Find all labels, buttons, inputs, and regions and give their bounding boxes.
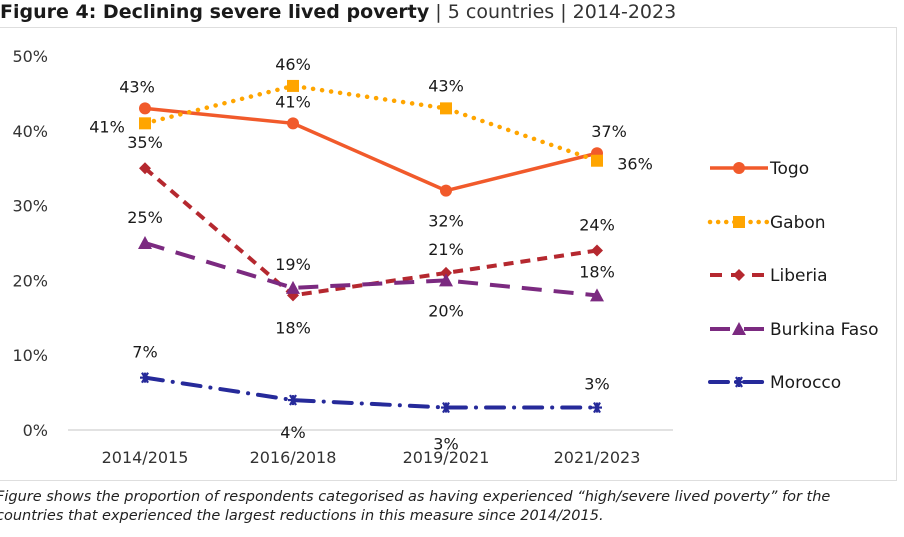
- series-line-gabon: [142, 83, 600, 163]
- figure-title-bold: Figure 4: Declining severe lived poverty: [0, 1, 430, 23]
- x-axis: 2014/2015 2016/2018 2019/2021 2021/2023: [102, 448, 641, 467]
- data-label-gabon: 41%: [89, 117, 125, 136]
- data-point-burkina-faso: [439, 273, 453, 287]
- y-axis: 0% 10% 20% 30% 40% 50%: [12, 47, 673, 440]
- x-tick-label: 2019/2021: [403, 448, 490, 467]
- data-point-gabon: [591, 154, 603, 167]
- data-point-gabon: [139, 117, 151, 130]
- legend-item-burkina-faso: Burkina Faso: [710, 320, 878, 340]
- x-tick-label: 2014/2015: [102, 448, 189, 467]
- data-point-morocco: [592, 401, 602, 414]
- y-tick-label: 40%: [12, 122, 48, 141]
- data-label-morocco: 4%: [280, 423, 305, 442]
- figure-caption: Figure shows the proportion of responden…: [0, 489, 831, 524]
- legend-marker-liberia: [733, 269, 745, 281]
- series-line-burkina-faso: [144, 241, 598, 298]
- y-tick-label: 50%: [12, 47, 48, 66]
- data-point-togo: [139, 102, 151, 115]
- data-label-burkina-faso: 20%: [428, 301, 464, 320]
- data-label-togo: 32%: [428, 212, 464, 231]
- line-chart: 0% 10% 20% 30% 40% 50% 2014/2015 2016/2018 2019…: [12, 47, 878, 467]
- data-point-gabon: [287, 79, 299, 92]
- data-point-liberia: [440, 266, 452, 279]
- data-label-gabon: 36%: [617, 155, 653, 174]
- data-point-morocco: [441, 401, 451, 414]
- legend-label-gabon: Gabon: [770, 213, 826, 233]
- legend-item-morocco: Morocco: [708, 373, 841, 393]
- data-labels: 43% 41% 32% 37% 41% 46% 43% 36% 35% 18% 21% 24% 25% 1…: [89, 55, 653, 454]
- data-label-burkina-faso: 19%: [275, 255, 311, 274]
- data-label-liberia: 35%: [127, 133, 163, 152]
- series-line-togo: [143, 106, 599, 193]
- data-point-morocco: [288, 394, 298, 406]
- x-tick-label: 2016/2018: [250, 448, 337, 467]
- data-point-liberia: [591, 244, 603, 257]
- legend-marker-morocco: [734, 376, 744, 388]
- legend-item-gabon: Gabon: [707, 213, 826, 233]
- data-label-gabon: 46%: [275, 55, 311, 74]
- series-group: [138, 79, 604, 414]
- y-tick-label: 0%: [23, 421, 48, 440]
- data-label-morocco: 3%: [433, 435, 458, 454]
- data-label-liberia: 18%: [275, 318, 311, 337]
- series-line-liberia: [143, 166, 598, 298]
- data-label-togo: 43%: [119, 77, 155, 96]
- data-label-liberia: 24%: [579, 215, 615, 234]
- y-tick-label: 20%: [12, 271, 48, 290]
- legend-marker-togo: [733, 162, 745, 174]
- data-label-togo: 41%: [275, 92, 311, 111]
- y-tick-label: 30%: [12, 197, 48, 216]
- data-point-togo: [287, 117, 299, 130]
- data-point-burkina-faso: [590, 288, 604, 302]
- legend-marker-gabon: [733, 216, 745, 228]
- data-point-togo: [440, 184, 452, 197]
- data-label-morocco: 7%: [132, 343, 157, 362]
- data-point-gabon: [440, 102, 452, 115]
- data-point-liberia: [139, 162, 151, 175]
- data-point-burkina-faso: [138, 236, 152, 249]
- data-point-burkina-faso: [286, 280, 300, 294]
- data-point-morocco: [140, 372, 150, 384]
- legend-marker-burkina-faso: [732, 322, 746, 335]
- data-label-burkina-faso: 18%: [579, 262, 615, 281]
- legend-label-togo: Togo: [769, 159, 809, 179]
- chart-frame: [0, 27, 897, 481]
- data-label-morocco: 3%: [584, 375, 609, 394]
- legend-label-burkina-faso: Burkina Faso: [770, 320, 878, 340]
- data-label-gabon: 43%: [428, 76, 464, 95]
- legend: Togo Gabon Liberia Burkina Faso Morocco: [707, 159, 878, 393]
- legend-item-liberia: Liberia: [710, 266, 828, 286]
- data-label-liberia: 21%: [428, 240, 464, 259]
- y-tick-label: 10%: [12, 346, 48, 365]
- legend-label-liberia: Liberia: [770, 266, 828, 286]
- figure-title-subtitle: | 5 countries | 2014-2023: [429, 1, 677, 23]
- data-label-togo: 37%: [591, 122, 627, 141]
- x-tick-label: 2021/2023: [554, 448, 641, 467]
- series-line-morocco: [143, 375, 599, 410]
- legend-label-morocco: Morocco: [770, 373, 841, 393]
- legend-item-togo: Togo: [710, 159, 809, 179]
- figure-title: Figure 4: Declining severe lived poverty…: [0, 0, 676, 26]
- data-label-burkina-faso: 25%: [127, 208, 163, 227]
